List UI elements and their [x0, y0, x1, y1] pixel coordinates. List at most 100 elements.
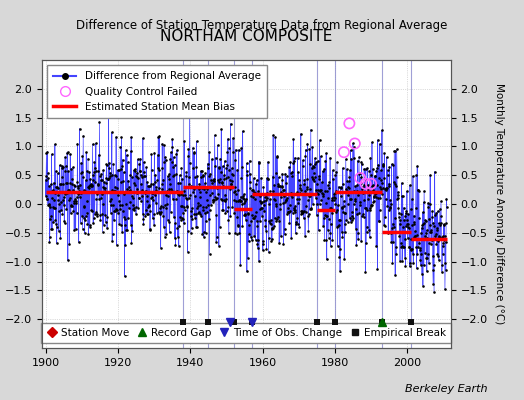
Point: [177, 202, 185, 209]
Point: [223, 174, 232, 180]
Point: [115, 167, 123, 173]
Point: [75, 190, 83, 196]
Point: [303, 140, 312, 147]
Point: [125, 184, 133, 190]
Point: [399, 243, 407, 250]
Point: [131, 168, 139, 175]
Point: [61, 191, 70, 198]
Point: [315, 201, 324, 208]
Point: [220, 172, 228, 179]
Point: [169, 164, 177, 170]
Point: [372, 243, 380, 250]
Point: [225, 145, 233, 152]
Point: [220, 197, 228, 204]
Point: [336, 185, 345, 191]
Point: [72, 198, 81, 204]
Point: [321, 188, 329, 194]
Point: [355, 154, 363, 160]
Point: [254, 188, 262, 195]
Point: [67, 202, 75, 209]
Point: [126, 148, 135, 154]
Point: [123, 152, 131, 158]
Point: [283, 209, 292, 216]
Point: [309, 201, 317, 207]
Point: [117, 222, 125, 228]
Point: [311, 174, 320, 180]
Point: [134, 175, 143, 182]
Point: [96, 177, 105, 183]
Point: [405, 244, 413, 250]
Point: [73, 185, 82, 191]
Point: [379, 175, 388, 182]
Point: [344, 184, 352, 190]
Point: [89, 177, 97, 183]
Point: [297, 187, 305, 193]
Point: [417, 262, 425, 268]
Point: [441, 239, 450, 245]
Point: [279, 200, 287, 206]
Point: [313, 201, 321, 207]
Point: [293, 221, 302, 227]
Point: [347, 217, 356, 224]
Point: [232, 198, 241, 204]
Point: [369, 197, 378, 204]
Point: [133, 174, 141, 180]
Point: [93, 191, 102, 198]
Point: [253, 218, 261, 224]
Point: [52, 221, 60, 227]
Point: [105, 164, 114, 171]
Point: [241, 198, 249, 205]
Point: [328, 210, 336, 216]
Point: [331, 190, 339, 196]
Point: [350, 200, 358, 207]
Point: [117, 166, 125, 172]
Point: [88, 183, 96, 190]
Point: [345, 185, 353, 191]
Point: [136, 168, 144, 174]
Point: [337, 184, 345, 190]
Point: [403, 188, 411, 194]
Point: [351, 196, 359, 202]
Point: [42, 195, 51, 202]
Point: [180, 220, 188, 227]
Point: [257, 175, 265, 181]
Point: [386, 205, 395, 212]
Point: [384, 167, 392, 173]
Point: [119, 169, 128, 176]
Point: [226, 213, 235, 220]
Point: [377, 186, 386, 192]
Point: [178, 176, 186, 183]
Point: [113, 184, 121, 191]
Point: [270, 215, 279, 222]
Point: [255, 198, 264, 204]
Point: [325, 234, 333, 241]
Point: [314, 227, 323, 234]
Point: [335, 222, 343, 228]
Point: [359, 214, 368, 220]
Point: [396, 221, 404, 227]
Point: [185, 109, 194, 115]
Point: [93, 180, 102, 187]
Point: [183, 228, 192, 234]
Point: [233, 230, 241, 237]
Point: [416, 235, 424, 242]
Point: [49, 203, 57, 210]
Point: [208, 190, 216, 196]
Point: [195, 209, 203, 216]
Point: [442, 220, 450, 226]
Point: [367, 202, 376, 209]
Point: [301, 153, 310, 159]
Point: [411, 228, 419, 234]
Point: [208, 156, 216, 162]
Point: [129, 204, 138, 211]
Point: [399, 193, 407, 200]
Point: [251, 196, 259, 202]
Point: [234, 222, 242, 228]
Point: [79, 174, 87, 180]
Point: [433, 225, 441, 232]
Point: [222, 196, 230, 202]
Point: [200, 234, 208, 240]
Point: [104, 90, 113, 96]
Point: [269, 132, 277, 139]
Point: [321, 200, 330, 206]
